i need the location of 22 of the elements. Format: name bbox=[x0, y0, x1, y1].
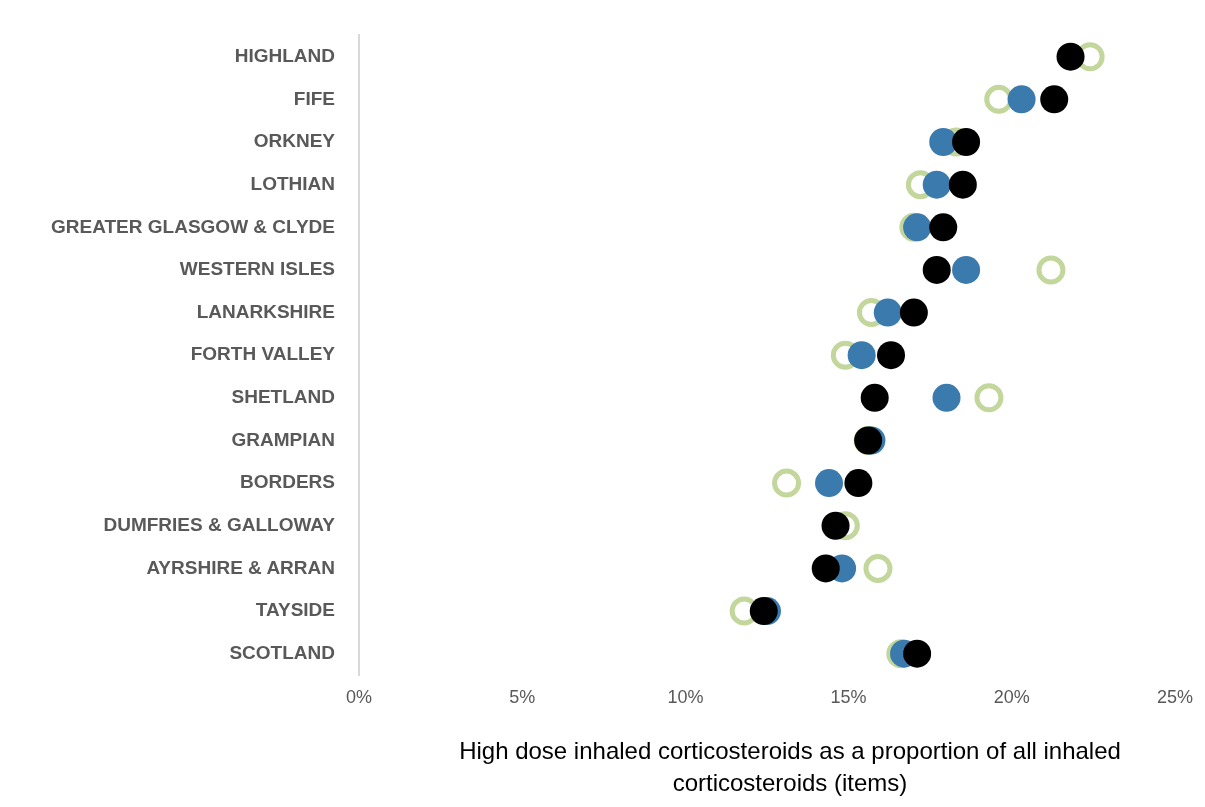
y-tick-label: TAYSIDE bbox=[255, 599, 335, 621]
x-tick-label: 20% bbox=[993, 686, 1030, 707]
y-tick-label: AYRSHIRE & ARRAN bbox=[146, 556, 335, 578]
x-tick-label: 25% bbox=[1156, 686, 1193, 707]
x-tick-label: 0% bbox=[345, 686, 373, 707]
y-tick-label: FIFE bbox=[293, 87, 335, 109]
y-tick-label: LOTHIAN bbox=[250, 172, 335, 194]
y-tick-label: GREATER GLASGOW & CLYDE bbox=[51, 215, 335, 237]
y-tick-label: ORKNEY bbox=[253, 130, 336, 152]
x-tick-label: 10% bbox=[667, 686, 704, 707]
x-tick-label: 15% bbox=[830, 686, 867, 707]
x-axis-title: High dose inhaled corticosteroids as a proportion of all inhaled corticosteroids (items) bbox=[458, 736, 1122, 798]
y-tick-label: GRAMPIAN bbox=[231, 428, 335, 450]
y-tick-label: WESTERN ISLES bbox=[179, 258, 335, 280]
y-tick-label: SCOTLAND bbox=[229, 641, 335, 663]
y-tick-label: SHETLAND bbox=[231, 386, 335, 408]
y-tick-label: BORDERS bbox=[239, 471, 335, 493]
y-tick-label: FORTH VALLEY bbox=[190, 343, 336, 365]
y-tick-label: HIGHLAND bbox=[234, 44, 335, 66]
x-tick-label: 5% bbox=[509, 686, 536, 707]
y-tick-label: DUMFRIES & GALLOWAY bbox=[103, 513, 336, 535]
y-tick-label: LANARKSHIRE bbox=[196, 300, 335, 322]
